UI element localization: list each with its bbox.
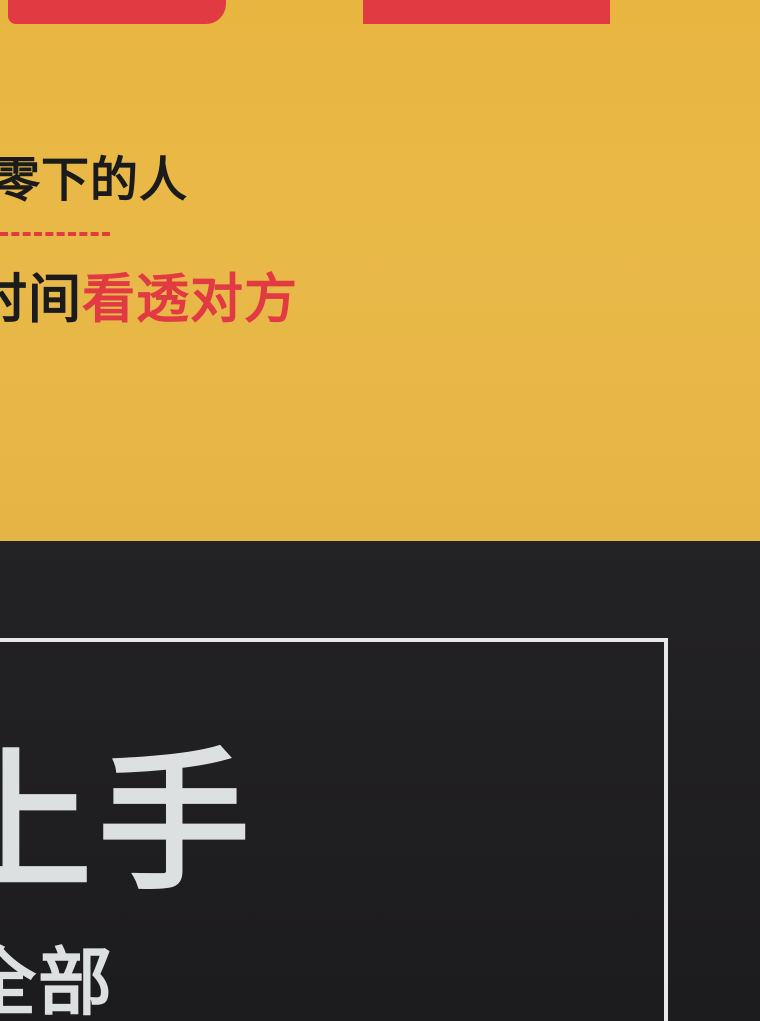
tagline-2-red-text: 看透对方	[82, 269, 298, 330]
cover-subtitle: 全部	[0, 940, 114, 1021]
black-panel	[0, 541, 760, 1021]
tagline-line-1: 零下的人	[0, 152, 189, 208]
white-outline-frame	[0, 638, 668, 1021]
red-title-fragment-left	[8, 0, 226, 24]
tagline-line-2: 时间看透对方	[0, 268, 298, 332]
yellow-panel: 零下的人 时间看透对方	[0, 0, 760, 541]
cover-title: 上手	[0, 734, 256, 911]
tagline-2-black-text: 时间	[0, 269, 82, 330]
red-title-fragment-right	[363, 0, 610, 24]
red-dashed-divider	[0, 232, 110, 236]
